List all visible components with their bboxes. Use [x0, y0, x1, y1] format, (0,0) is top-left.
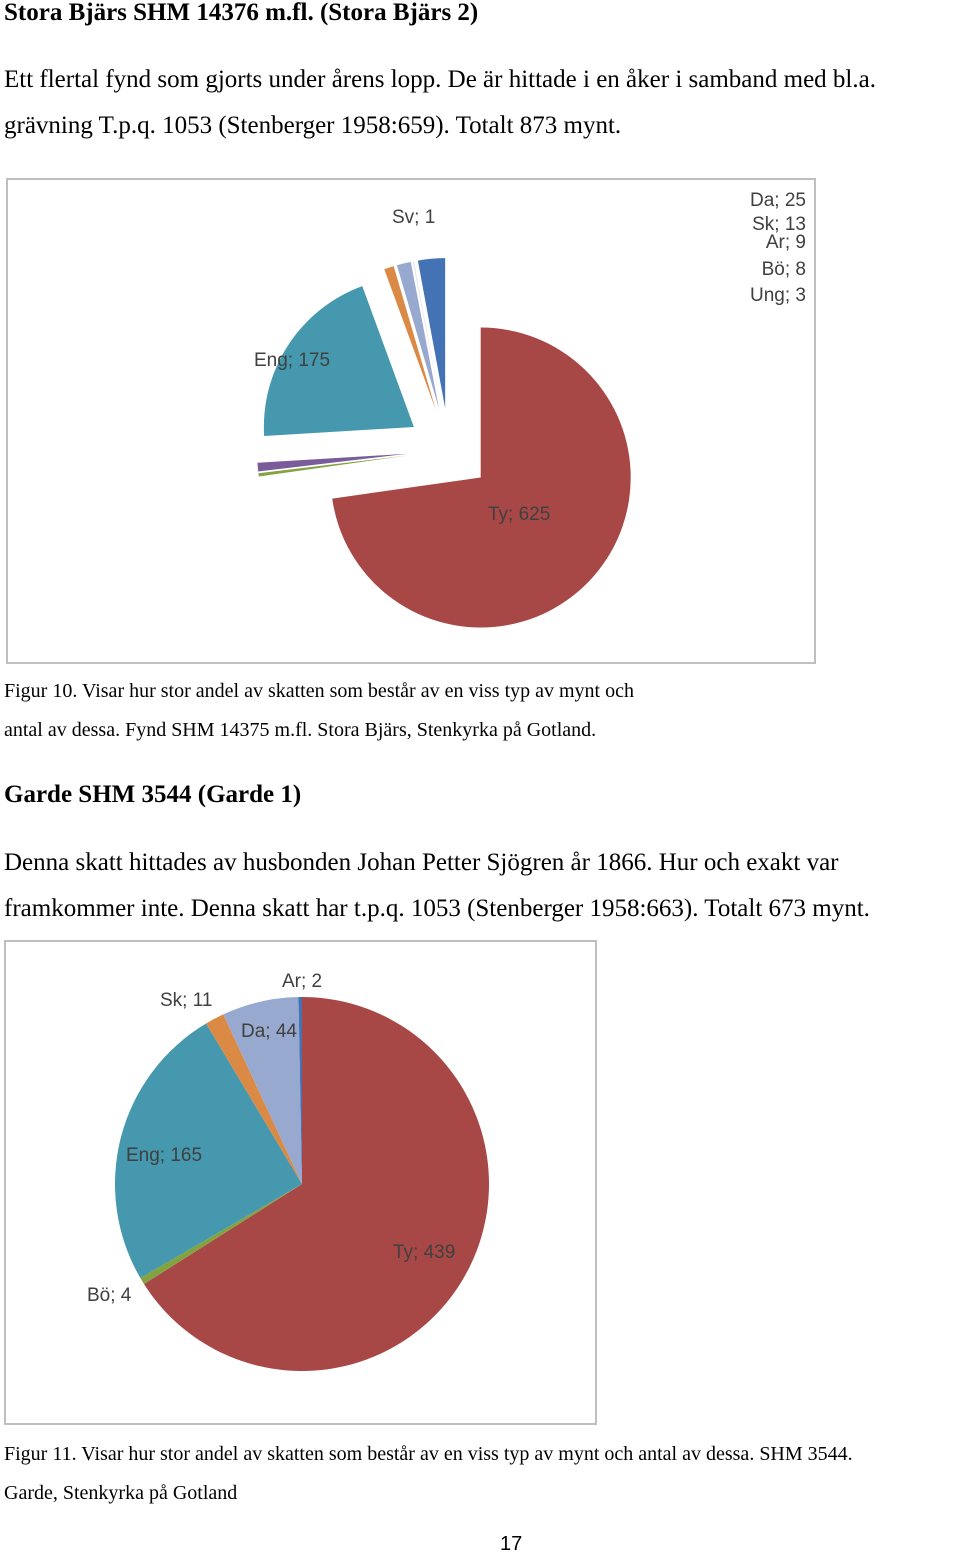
paragraph-line: framkommer inte. Denna skatt har t.p.q. …	[4, 895, 870, 922]
pie-slice-ar	[384, 266, 436, 411]
slice-label-ty: Ty; 439	[393, 1242, 455, 1263]
slice-label-da: Da; 25	[750, 190, 806, 211]
pie-slice-ung	[258, 455, 408, 477]
pie-slice-bo	[257, 453, 408, 472]
figure-caption: Garde, Stenkyrka på Gotland	[4, 1482, 238, 1504]
slice-label-ar: Ar; 9	[766, 232, 806, 253]
pie-slice-ar	[298, 997, 302, 1184]
slice-label-ung: Ung; 3	[750, 285, 806, 306]
slice-label-eng: Eng; 165	[126, 1145, 202, 1166]
pie-slice-sv	[412, 261, 442, 409]
slice-label-sk: Sk; 11	[160, 990, 212, 1011]
pie-slice-eng	[263, 286, 414, 437]
pie-slice-sk	[206, 1014, 302, 1184]
paragraph-line: Denna skatt hittades av husbonden Johan …	[4, 849, 839, 876]
page-number: 17	[500, 1533, 523, 1555]
figure-caption: Figur 11. Visar hur stor andel av skatte…	[4, 1443, 853, 1465]
chart-frame: Ar; 2 Sk; 11 Da; 44 Eng; 165 Ty; 439 Bö;…	[4, 940, 597, 1425]
figure-caption: Figur 10. Visar hur stor andel av skatte…	[4, 680, 634, 702]
pie-chart-figur-10: Sv; 1 Da; 25 Sk; 13 Ar; 9 Bö; 8 Ung; 3 E…	[254, 190, 806, 628]
pie-slice-ty	[332, 327, 631, 628]
pie-chart-figur-11: Ar; 2 Sk; 11 Da; 44 Eng; 165 Ty; 439 Bö;…	[87, 971, 490, 1371]
paragraph-line: Ett flertal fynd som gjorts under årens …	[4, 66, 876, 93]
slice-label-sk: Sk; 13	[752, 214, 806, 235]
pie-slice-ty	[144, 997, 490, 1371]
slice-label-da: Da; 44	[241, 1021, 297, 1042]
slice-label-ty: Ty; 625	[488, 504, 550, 525]
paragraph-line: grävning T.p.q. 1053 (Stenberger 1958:65…	[4, 112, 622, 139]
slice-label-eng: Eng; 175	[254, 350, 330, 371]
section-heading: Garde SHM 3544 (Garde 1)	[4, 781, 302, 808]
figure-caption: antal av dessa. Fynd SHM 14375 m.fl. Sto…	[4, 719, 597, 741]
slice-label-sv: Sv; 1	[392, 207, 435, 228]
pie-slice-bo	[140, 1184, 302, 1285]
slice-label-bo: Bö; 8	[762, 259, 806, 280]
section-heading: Stora Bjärs SHM 14376 m.fl. (Stora Bjärs…	[4, 0, 479, 26]
pie-slice-sk	[396, 261, 440, 410]
pie-slice-da	[417, 258, 446, 409]
slice-label-ar: Ar; 2	[282, 971, 322, 992]
pie-slice-eng	[114, 1023, 302, 1279]
slice-label-bo: Bö; 4	[87, 1285, 132, 1306]
pie-slice-da	[223, 997, 302, 1184]
chart-frame: Sv; 1 Da; 25 Sk; 13 Ar; 9 Bö; 8 Ung; 3 E…	[6, 178, 816, 664]
